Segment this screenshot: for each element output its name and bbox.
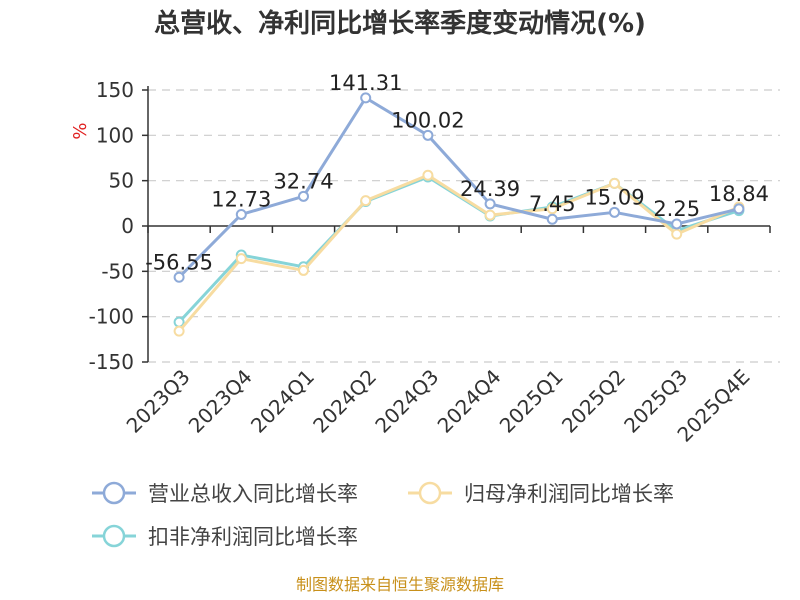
data-point[interactable] <box>173 325 185 337</box>
data-point[interactable] <box>609 206 620 218</box>
data-point[interactable] <box>546 213 558 225</box>
y-tick-label: -50 <box>101 259 134 283</box>
chart-title: 总营收、净利同比增长率季度变动情况(%) <box>154 8 646 39</box>
series-line <box>177 96 741 279</box>
data-point[interactable] <box>360 195 372 207</box>
x-tick-label: 2025Q2 <box>557 365 630 438</box>
y-tick-label: 0 <box>121 214 134 238</box>
data-label: 2.25 <box>653 197 700 221</box>
legend-label: 营业总收入同比增长率 <box>148 482 358 506</box>
data-point[interactable] <box>235 253 247 265</box>
legend-label: 扣非净利润同比增长率 <box>148 525 358 549</box>
y-axis-unit-label: % <box>70 122 91 139</box>
x-tick-label: 2023Q4 <box>184 365 257 438</box>
data-label: 100.02 <box>391 108 464 132</box>
y-tick-label: 50 <box>109 169 134 193</box>
x-tick-label: 2024Q3 <box>370 365 443 438</box>
data-label: 7.45 <box>529 192 576 216</box>
y-tick-label: -100 <box>89 305 134 329</box>
x-tick-label: 2024Q4 <box>433 365 506 438</box>
source-note: 制图数据来自恒生聚源数据库 <box>296 575 504 594</box>
data-point[interactable] <box>671 228 683 240</box>
legend-item[interactable]: 营业总收入同比增长率 <box>92 481 358 506</box>
x-tick-label: 2023Q3 <box>122 365 195 438</box>
series-layer <box>173 92 745 337</box>
data-point[interactable] <box>173 271 185 283</box>
legend-item[interactable]: 扣非净利润同比增长率 <box>92 524 358 549</box>
data-label: -56.55 <box>145 250 213 274</box>
data-point[interactable] <box>609 177 620 189</box>
data-point[interactable] <box>671 218 683 230</box>
data-point[interactable] <box>546 203 558 215</box>
series-1 <box>173 92 745 283</box>
y-tick-label: 100 <box>96 123 134 147</box>
data-point[interactable] <box>484 198 496 210</box>
data-point[interactable] <box>422 129 434 141</box>
data-point[interactable] <box>235 208 247 220</box>
data-point[interactable] <box>733 203 745 215</box>
y-tick-label: 150 <box>96 78 134 102</box>
legend-marker <box>418 481 442 505</box>
x-tick-label: 2025Q1 <box>495 365 568 438</box>
y-tick-label: -150 <box>89 350 134 374</box>
x-tick-label: 2024Q2 <box>308 365 381 438</box>
data-label: 12.73 <box>211 187 271 211</box>
data-label: 141.31 <box>329 71 402 95</box>
legend-marker <box>102 524 126 548</box>
data-point[interactable] <box>360 92 372 104</box>
data-label: 15.09 <box>584 185 644 209</box>
legend-marker <box>102 481 126 505</box>
x-tick-label: 2024Q1 <box>246 365 319 438</box>
legend-label: 归母净利润同比增长率 <box>464 482 674 506</box>
data-label: 32.74 <box>273 169 333 193</box>
data-point[interactable] <box>298 190 309 202</box>
grid-layer <box>148 89 780 363</box>
data-point[interactable] <box>422 169 434 181</box>
series-line <box>177 173 741 333</box>
legend-item[interactable]: 归母净利润同比增长率 <box>408 481 674 506</box>
data-label: 18.84 <box>709 182 769 206</box>
data-point[interactable] <box>484 209 496 221</box>
data-label: 24.39 <box>460 177 520 201</box>
data-point[interactable] <box>298 264 309 276</box>
